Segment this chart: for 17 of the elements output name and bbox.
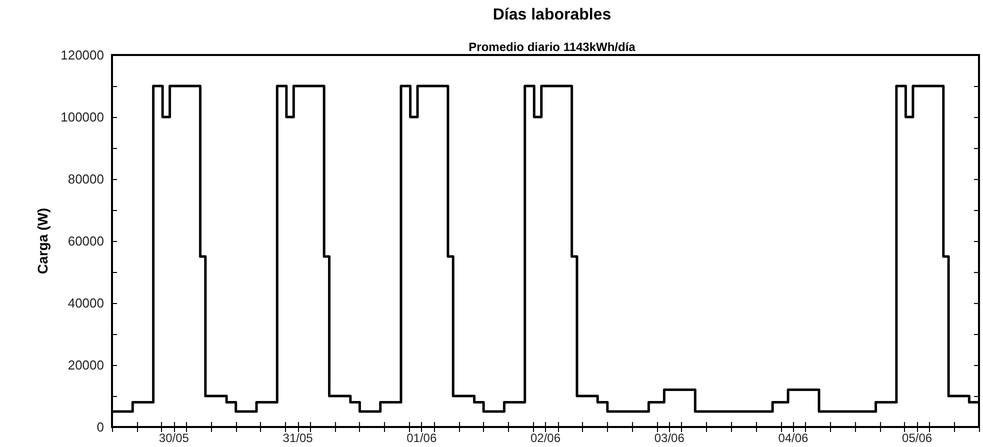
x-tick-label: 31/05 [282, 431, 314, 445]
y-tick-label: 0 [96, 420, 104, 434]
x-tick-label: 05/06 [902, 431, 932, 445]
y-tick-label: 80000 [68, 172, 104, 186]
y-tick-label: 120000 [60, 48, 104, 62]
x-tick-label: 03/06 [654, 431, 685, 445]
x-tick-label: 04/06 [778, 431, 809, 445]
y-tick-label: 40000 [68, 296, 104, 310]
x-tick-label: 30/05 [158, 431, 190, 445]
x-tick-label: 01/06 [406, 431, 437, 445]
chart-title: Días laborables [492, 6, 612, 24]
y-axis-title: Carga (W) [34, 208, 51, 274]
y-tick-label: 20000 [68, 358, 104, 372]
chart-subtitle: Promedio diario 1143kWh/día [468, 40, 636, 54]
y-tick-label: 100000 [60, 110, 104, 124]
x-tick-label: 02/06 [530, 431, 561, 445]
y-tick-label: 60000 [68, 234, 104, 248]
